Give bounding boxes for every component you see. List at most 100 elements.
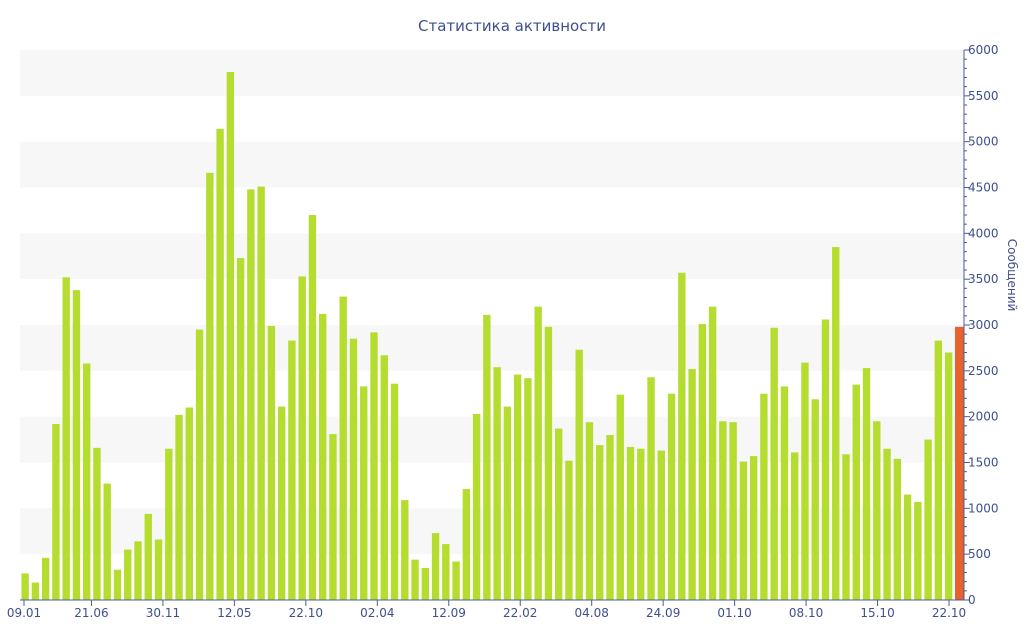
bar: [83, 363, 91, 600]
grid-band: [20, 233, 964, 280]
bar: [431, 533, 440, 600]
bar: [893, 458, 901, 600]
y-tick-label: 2500: [968, 364, 999, 378]
bar: [360, 386, 368, 600]
x-tick-label: 12.05: [217, 606, 251, 620]
bar: [31, 582, 40, 600]
bar: [626, 446, 635, 600]
x-tick-label: 12.09: [432, 606, 466, 620]
bar: [298, 276, 306, 600]
bar: [257, 186, 265, 601]
bar: [113, 569, 122, 600]
bar: [770, 327, 778, 600]
bar: [62, 277, 70, 600]
bar: [329, 434, 337, 600]
bar: [165, 448, 173, 600]
bar: [698, 324, 707, 600]
bar: [944, 352, 953, 600]
x-tick-label: 15.10: [860, 606, 894, 620]
bar: [319, 314, 327, 600]
y-tick-label: 5000: [968, 135, 999, 149]
bar: [308, 215, 317, 600]
x-tick-label: 02.04: [360, 606, 394, 620]
bar: [154, 539, 163, 600]
bar: [288, 340, 296, 600]
bar: [637, 448, 645, 600]
bar: [903, 494, 912, 600]
bar: [688, 369, 696, 600]
bar: [534, 306, 542, 600]
y-tick-label: 2000: [968, 410, 999, 424]
bar: [821, 319, 830, 600]
y-tick-label: 3000: [968, 318, 999, 332]
y-axis-ticks: 0 500 1000 1500 2000 2500 3000 3500 4000 4500 5000…: [964, 43, 999, 607]
bar: [390, 383, 399, 600]
bar: [462, 489, 471, 600]
bar: [442, 544, 450, 600]
bar: [175, 414, 183, 600]
bar: [873, 421, 881, 600]
bar: [585, 422, 594, 600]
bar: [914, 501, 922, 600]
bar: [832, 247, 840, 601]
x-tick-label: 24.09: [646, 606, 680, 620]
bar: [606, 435, 614, 600]
bar: [206, 172, 214, 601]
bar: [247, 189, 255, 601]
bar: [236, 258, 245, 600]
bar: [21, 573, 29, 600]
y-tick-label: 1500: [968, 456, 999, 470]
bar: [483, 314, 491, 600]
bar: [195, 329, 204, 600]
bar: [185, 407, 193, 600]
bar: [934, 340, 943, 600]
bar: [267, 325, 276, 600]
bar: [277, 406, 286, 600]
bar: [678, 272, 686, 600]
bar: [883, 448, 891, 600]
grid-band: [20, 141, 964, 188]
bar: [513, 374, 522, 600]
bar-series: [21, 72, 964, 601]
x-tick-label: 09.01: [7, 606, 41, 620]
y-tick-label: 500: [968, 547, 991, 561]
bar: [544, 326, 553, 600]
bar: [842, 454, 850, 600]
bar: [226, 72, 235, 600]
bar: [924, 439, 932, 600]
bar: [801, 362, 809, 600]
y-tick-label: 3500: [968, 272, 999, 286]
bar: [791, 452, 799, 600]
bar: [565, 460, 573, 600]
x-tick-label: 21.06: [74, 606, 108, 620]
bar: [503, 406, 512, 600]
bar: [811, 399, 819, 600]
bar: [555, 428, 563, 600]
y-tick-label: 4500: [968, 181, 999, 195]
bar: [41, 557, 50, 600]
grid-band: [20, 50, 964, 96]
bar: [719, 421, 727, 600]
bar: [862, 368, 871, 600]
bar: [616, 394, 624, 600]
x-tick-label: 30.11: [146, 606, 180, 620]
bar: [575, 349, 583, 600]
bar: [421, 567, 429, 600]
x-tick-label: 08.10: [789, 606, 823, 620]
highlight-bar: [955, 326, 964, 600]
x-axis-ticks: 09.01 21.06 30.11 12.05 22.10 02.04 12.09 22.02…: [7, 600, 966, 620]
bar: [124, 549, 132, 600]
bar: [380, 355, 388, 600]
bar: [749, 456, 758, 600]
bar: [411, 559, 419, 600]
bar: [144, 513, 152, 600]
bar: [216, 128, 224, 601]
bar: [667, 393, 676, 600]
bar: [852, 384, 860, 600]
x-tick-label: 22.02: [503, 606, 537, 620]
bar: [349, 338, 358, 600]
chart-title: Статистика активности: [418, 17, 606, 35]
x-tick-label: 22.10: [932, 606, 966, 620]
